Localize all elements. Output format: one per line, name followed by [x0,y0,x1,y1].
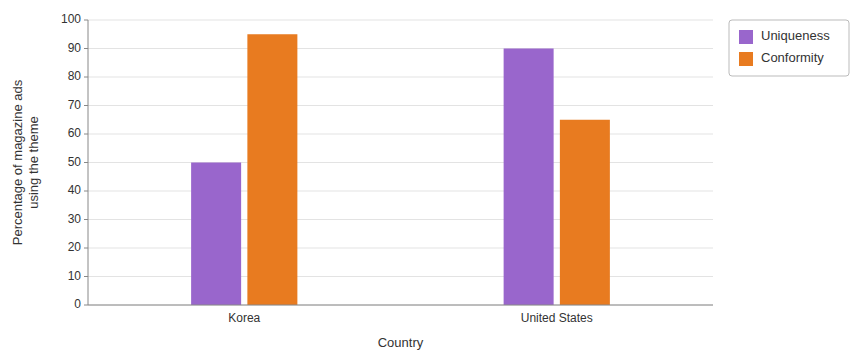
bar [191,163,241,306]
y-tick-label: 50 [68,155,82,169]
grid-line [88,48,713,49]
grid-line [88,105,713,106]
y-tick-label: 80 [68,69,82,83]
x-axis-line [88,305,713,306]
y-tick-label: 100 [61,12,81,26]
x-axis-label: Country [378,335,424,350]
y-axis-line [88,20,89,305]
grid-line [88,191,713,192]
grid-line [88,77,713,78]
legend-label: Uniqueness [761,28,830,43]
y-tick-label: 20 [68,240,82,254]
bar [247,34,297,305]
grid-line [88,219,713,220]
tick-mark [84,48,88,49]
tick-mark [84,191,88,192]
tick-mark [84,20,88,21]
legend-swatch [739,30,753,44]
legend-swatch [739,52,753,66]
legend-frame [729,20,849,76]
y-tick-label: 90 [68,41,82,55]
bars [191,34,610,305]
chart: 0 10 20 30 40 50 60 70 80 90 100 Korea United States… [0,0,863,357]
x-tick-label: Korea [228,311,260,325]
x-tick-label: United States [521,311,593,325]
tick-mark [84,105,88,106]
y-tick-label: 30 [68,212,82,226]
y-tick-label: 10 [68,269,82,283]
grid-line [88,248,713,249]
tick-mark [84,134,88,135]
tick-mark [84,248,88,249]
y-tick-label: 60 [68,126,82,140]
grid-line [88,305,713,306]
tick-mark [84,305,88,306]
grid-line [88,134,713,135]
grid-line [88,162,713,163]
tick-mark [84,77,88,78]
bar [504,49,554,306]
y-tick-label: 40 [68,183,82,197]
legend-label: Conformity [761,50,824,65]
grid-line [88,276,713,277]
grid-line [88,20,713,21]
tick-mark [84,219,88,220]
y-tick-label: 70 [68,98,82,112]
y-tick-label: 0 [74,297,81,311]
bar [560,120,610,305]
legend: Uniqueness Conformity [729,20,849,76]
tick-mark [84,276,88,277]
tick-mark [84,162,88,163]
y-axis: 0 10 20 30 40 50 60 70 80 90 100 [61,12,713,311]
y-axis-label: Percentage of magazine adsusing the them… [10,79,41,245]
